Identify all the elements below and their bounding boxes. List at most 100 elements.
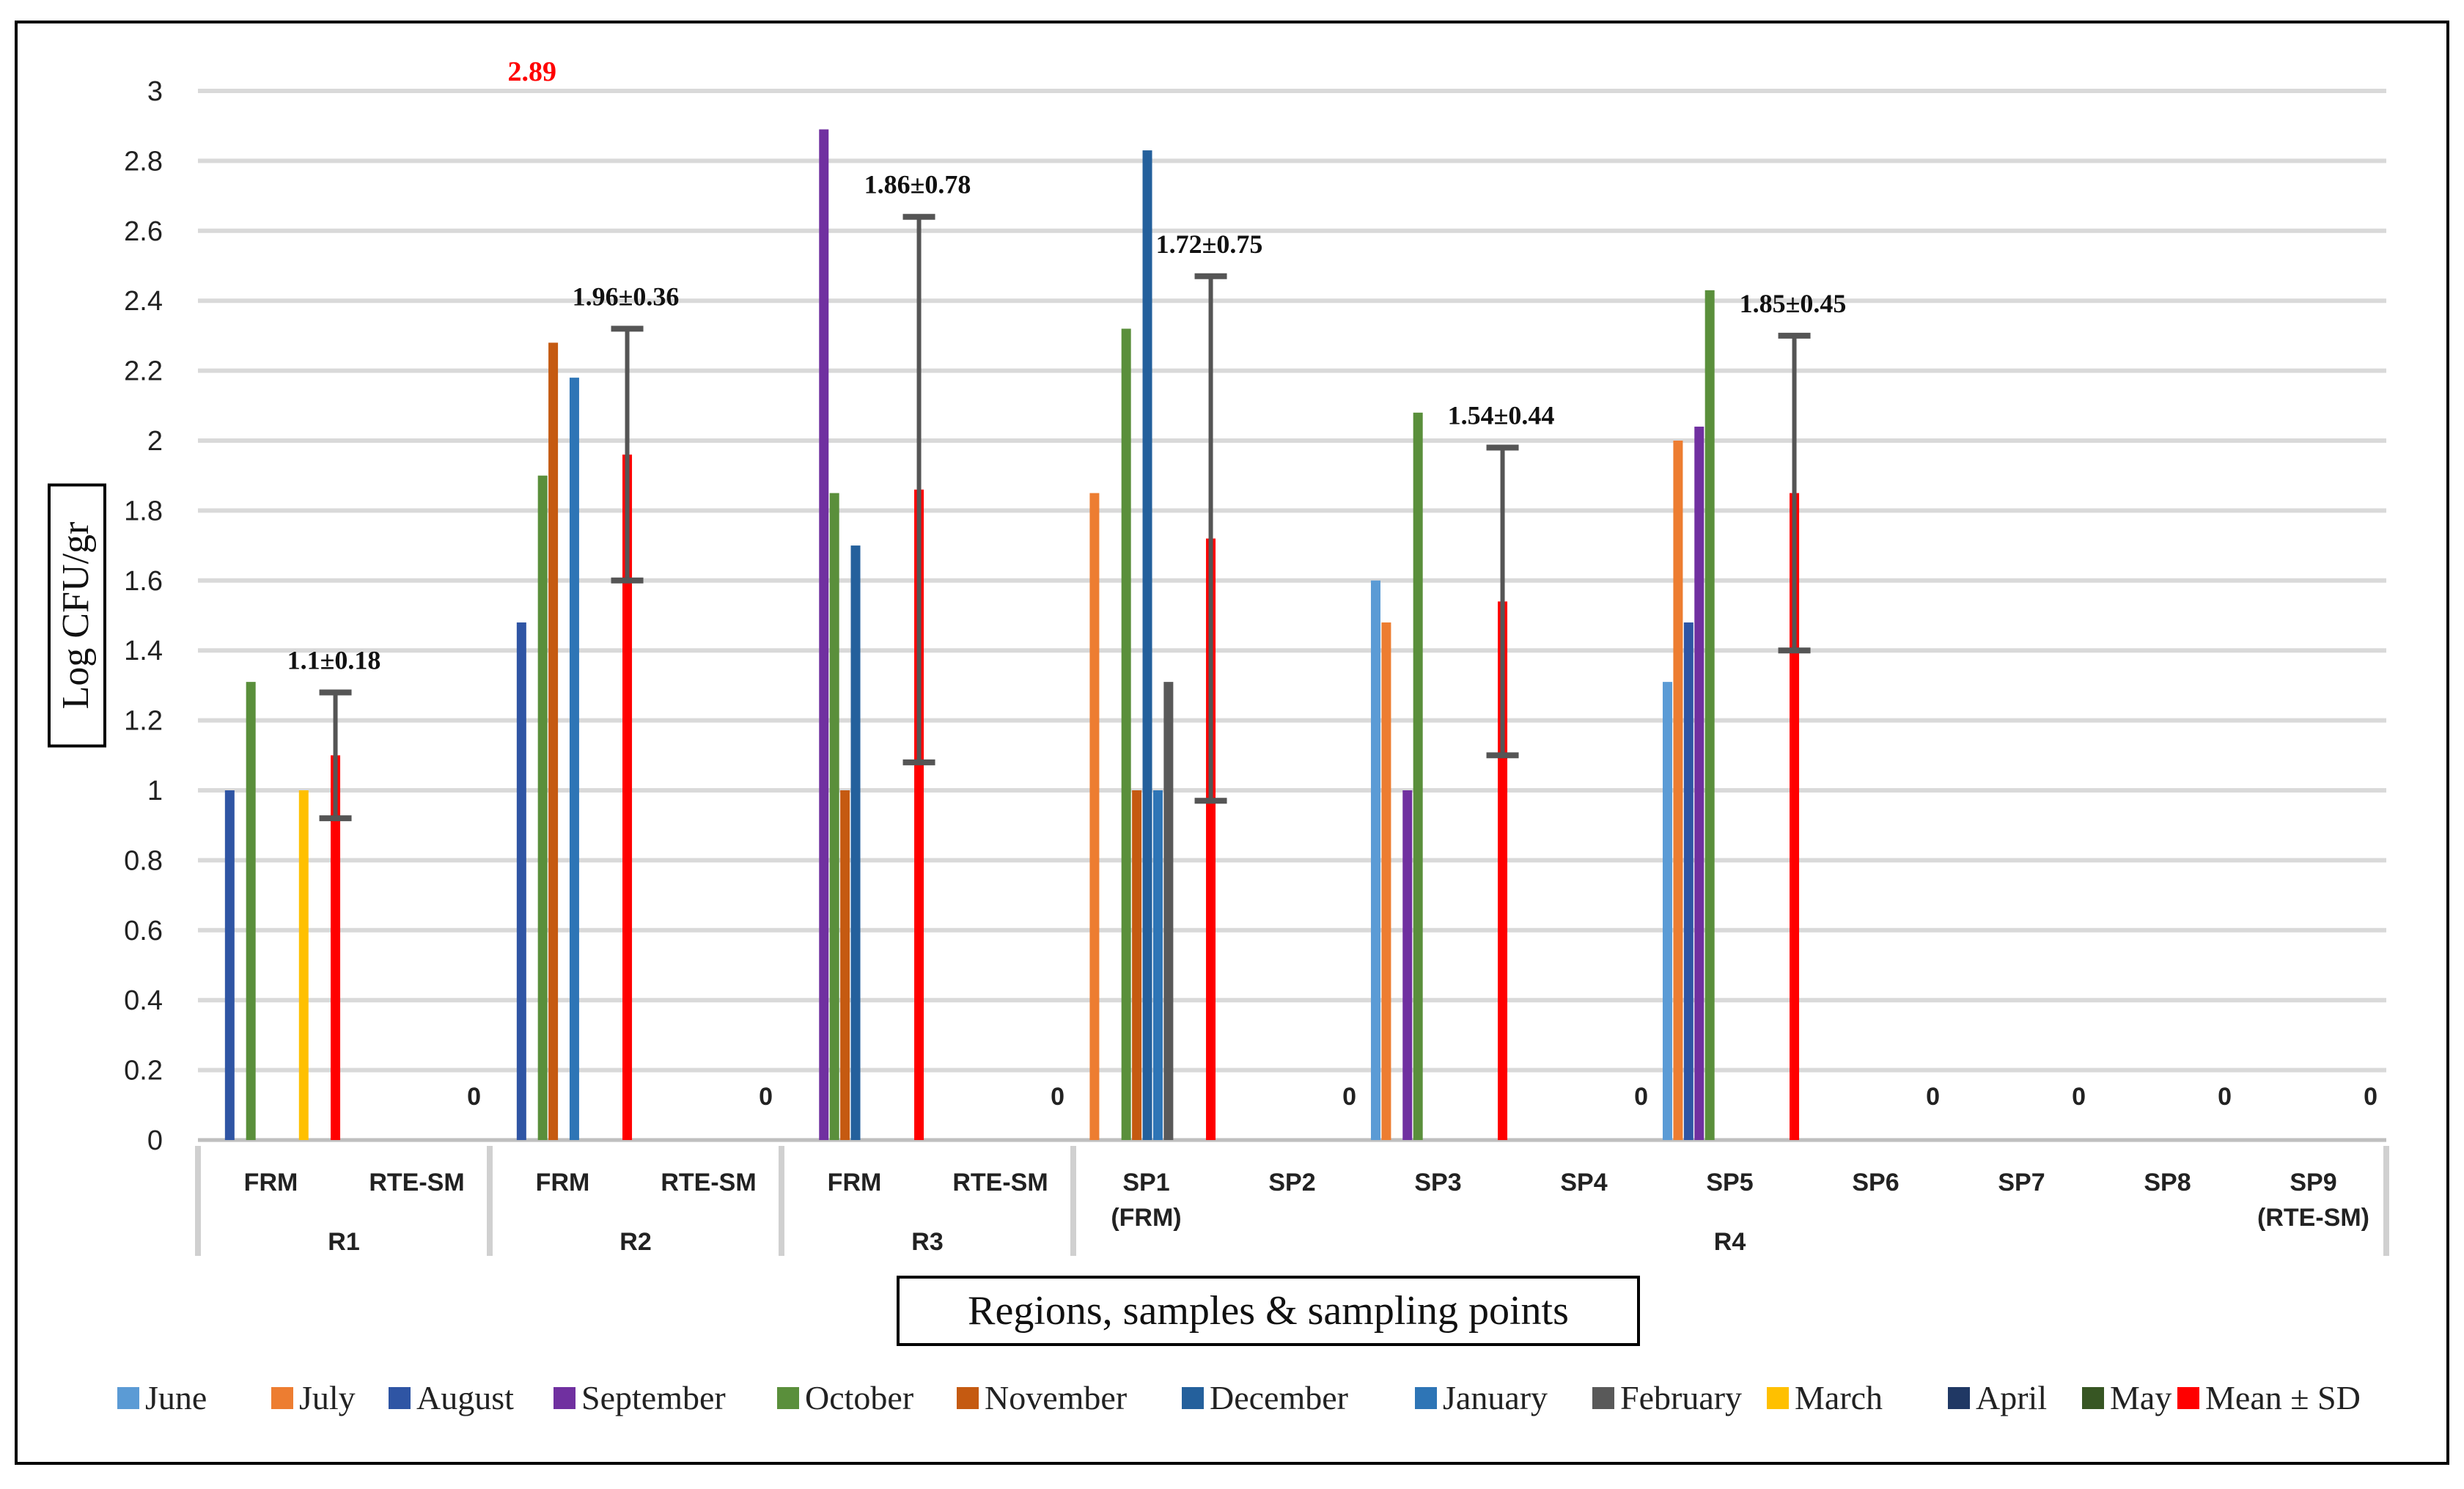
y-tick-label: 1.4 <box>124 636 163 666</box>
y-tick-label: 1.2 <box>124 706 163 737</box>
legend-swatch <box>554 1387 575 1409</box>
bar <box>1152 790 1163 1140</box>
mean-bar <box>622 455 633 1140</box>
mean-bar <box>1206 538 1216 1140</box>
legend-label: July <box>299 1379 356 1416</box>
bar <box>850 545 861 1140</box>
max-value-label: 2.89 <box>508 56 557 87</box>
legend-swatch <box>957 1387 979 1409</box>
bar <box>829 493 839 1140</box>
zero-label: 0 <box>759 1083 773 1111</box>
legend-label: December <box>1210 1379 1348 1416</box>
y-tick-label: 0.6 <box>124 916 163 946</box>
legend-swatch <box>271 1387 293 1409</box>
legend-label: October <box>805 1379 913 1416</box>
x-tick-label: SP7 <box>1998 1169 2045 1196</box>
data-annotation: 1.54±0.44 <box>1448 401 1555 430</box>
y-tick-label: 2.4 <box>124 286 163 317</box>
y-axis-title: Log CFU/gr <box>55 522 97 710</box>
zero-label: 0 <box>1342 1083 1356 1111</box>
legend-swatch <box>1592 1387 1614 1409</box>
bar <box>1402 790 1413 1140</box>
legend-swatch <box>1415 1387 1437 1409</box>
mean-bar <box>1498 601 1508 1140</box>
legend-label: November <box>985 1379 1127 1416</box>
bar <box>516 622 526 1140</box>
x-tick-label: RTE-SM <box>661 1169 756 1196</box>
legend-swatch <box>1767 1387 1789 1409</box>
bar <box>1663 682 1672 1140</box>
zero-label: 0 <box>467 1083 481 1111</box>
legend-label: August <box>416 1379 514 1416</box>
y-tick-label: 2 <box>147 426 163 457</box>
x-axis-title-box <box>897 1276 1640 1346</box>
bar <box>1381 622 1391 1140</box>
zero-label: 0 <box>2364 1083 2377 1111</box>
x-tick-label: SP3 <box>1414 1169 1461 1196</box>
legend-swatch <box>117 1387 139 1409</box>
legend-label: Mean ± SD <box>2205 1379 2361 1416</box>
zero-label: 0 <box>2218 1083 2232 1111</box>
y-tick-label: 2.8 <box>124 146 163 177</box>
x-tick-label: SP8 <box>2144 1169 2191 1196</box>
data-annotation: 1.1±0.18 <box>287 645 381 674</box>
x-tick-label: (FRM) <box>1111 1204 1181 1232</box>
bar <box>1371 580 1380 1140</box>
legend-label: February <box>1620 1379 1742 1416</box>
region-label: R3 <box>911 1228 943 1256</box>
mean-bar <box>914 489 924 1140</box>
zero-label: 0 <box>1634 1083 1648 1111</box>
x-tick-label: SP6 <box>1852 1169 1899 1196</box>
bar <box>1142 150 1152 1141</box>
bar <box>1413 412 1423 1140</box>
x-tick-label: FRM <box>536 1169 590 1196</box>
legend-label: April <box>1976 1379 2047 1416</box>
mean-bar <box>331 755 341 1140</box>
bar <box>1132 790 1142 1140</box>
legend-label: May <box>2110 1379 2171 1416</box>
bar <box>224 790 235 1140</box>
bar <box>840 790 850 1140</box>
legend-swatch <box>389 1387 411 1409</box>
bar <box>1163 682 1174 1140</box>
y-tick-label: 2.6 <box>124 216 163 247</box>
bar <box>548 342 559 1141</box>
legend-swatch <box>2177 1387 2199 1409</box>
y-tick-label: 0.4 <box>124 985 163 1016</box>
y-tick-label: 0 <box>147 1125 163 1156</box>
y-tick-label: 0.8 <box>124 845 163 876</box>
y-tick-label: 1.8 <box>124 496 163 526</box>
legend-label: March <box>1795 1379 1883 1416</box>
x-tick-label: SP2 <box>1268 1169 1315 1196</box>
bar <box>819 129 829 1141</box>
legend-swatch <box>1182 1387 1204 1409</box>
bar <box>537 475 548 1140</box>
x-tick-label: RTE-SM <box>952 1169 1048 1196</box>
legend-swatch <box>777 1387 799 1409</box>
y-axis-title-box <box>48 483 106 748</box>
bar <box>1121 328 1131 1140</box>
data-annotation: 1.96±0.36 <box>573 282 680 311</box>
x-tick-label: SP9 <box>2290 1169 2336 1196</box>
region-label: R4 <box>1714 1228 1746 1256</box>
legend-swatch <box>1948 1387 1970 1409</box>
x-tick-label: (RTE-SM) <box>2257 1204 2369 1232</box>
bar <box>1694 426 1704 1140</box>
outer-frame <box>15 21 2449 1465</box>
bar <box>246 682 256 1140</box>
x-axis-title: Regions, samples & sampling points <box>968 1288 1569 1334</box>
legend-label: January <box>1443 1379 1548 1416</box>
y-tick-label: 1 <box>147 776 163 806</box>
zero-label: 0 <box>1926 1083 1940 1111</box>
y-tick-label: 3 <box>147 76 163 107</box>
zero-label: 0 <box>1051 1083 1064 1111</box>
region-label: R1 <box>328 1228 359 1256</box>
mean-bar <box>1790 493 1800 1140</box>
data-annotation: 1.72±0.75 <box>1156 229 1263 259</box>
x-tick-label: SP5 <box>1706 1169 1753 1196</box>
bar <box>569 378 579 1140</box>
x-tick-label: FRM <box>244 1169 298 1196</box>
data-annotation: 1.85±0.45 <box>1740 289 1847 318</box>
x-tick-label: RTE-SM <box>369 1169 464 1196</box>
